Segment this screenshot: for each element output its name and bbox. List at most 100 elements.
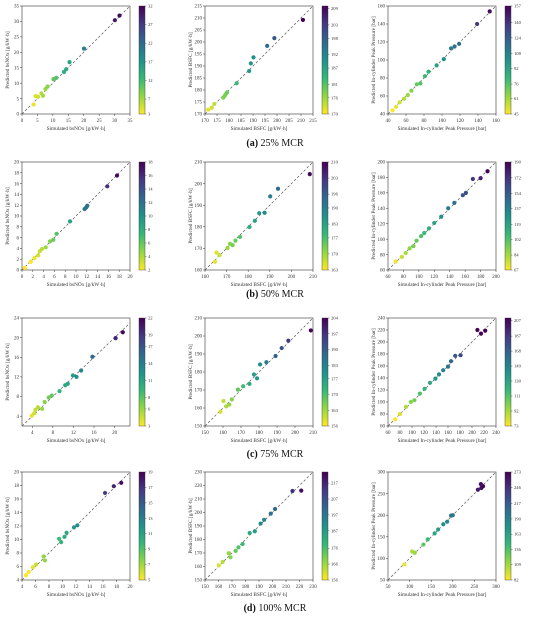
y-tick-label: 160 (195, 565, 203, 570)
data-point (49, 393, 54, 398)
y-tick-label: 200 (195, 511, 203, 516)
colorbar-tick-label: 16 (148, 173, 153, 178)
y-tick-label: 80 (380, 413, 386, 418)
y-tick-label: 240 (378, 317, 386, 322)
data-point (75, 523, 80, 528)
x-tick-label: 140 (474, 119, 482, 124)
x-tick-label: 190 (249, 119, 257, 124)
x-axis-label: Simulated In-cylinder Peak Pressure [bar… (398, 592, 487, 598)
colorbar-tick-label: 130 (514, 379, 522, 384)
x-tick-label: 12 (84, 275, 90, 280)
data-point (105, 184, 110, 189)
colorbar-tick-label: 12 (148, 200, 153, 205)
x-tick-label: 200 (449, 585, 457, 590)
x-axis-label: Simulated BSFC [g/kW·h] (231, 126, 288, 132)
y-tick-label: 220 (378, 329, 386, 334)
y-tick-label: 180 (378, 176, 386, 181)
colorbar-tick-label: 187 (514, 334, 522, 339)
y-tick-label: 10 (14, 82, 20, 87)
x-tick-label: 215 (309, 119, 317, 124)
x-axis-label: Simulated In-cylinder Peak Pressure [bar… (398, 282, 487, 288)
colorbar-tick-label: 156 (331, 578, 339, 583)
data-point (251, 55, 256, 60)
colorbar-tick-label: 217 (331, 481, 339, 486)
data-point (79, 368, 84, 373)
data-point (422, 230, 427, 236)
data-point (264, 360, 269, 365)
data-point (67, 60, 72, 65)
data-point (422, 74, 427, 79)
data-point (446, 206, 451, 211)
x-tick-label: 200 (492, 275, 500, 280)
colorbar-tick-label: 76 (514, 82, 519, 87)
colorbar-tick-label: 197 (331, 331, 339, 336)
colorbar-tick-label: 166 (331, 562, 339, 567)
colorbar-tick-label: 22 (148, 41, 153, 46)
data-point (120, 330, 125, 335)
x-axis-label: Simulated BSFC [g/kW·h] (231, 282, 288, 288)
y-tick-label: 100 (378, 238, 386, 243)
colorbar-tick-label: 108 (514, 51, 522, 56)
data-point (470, 176, 475, 182)
y-tick-label: 4 (17, 247, 20, 252)
colorbar-tick-label: 17 (148, 59, 153, 64)
colorbar-tick-label: 102 (514, 237, 522, 242)
colorbar (504, 471, 512, 581)
data-point (114, 173, 120, 178)
plot-frame (21, 317, 131, 427)
data-point (247, 381, 252, 386)
x-tick-label: 20 (128, 585, 134, 590)
data-point (448, 359, 454, 364)
y-tick-label: 2 (17, 258, 20, 263)
colorbar-tick-label: 170 (331, 251, 339, 256)
reference-line (21, 471, 131, 581)
y-tick-label: 195 (195, 53, 203, 58)
data-point (241, 384, 246, 389)
colorbar-tick-label: 61 (514, 96, 519, 101)
data-point (81, 46, 87, 51)
x-axis-label: Simulated BSFC [g/kW·h] (231, 592, 288, 598)
x-tick-label: 200 (273, 119, 281, 124)
y-tick-label: 160 (378, 5, 386, 10)
data-point (35, 94, 41, 99)
y-axis-label: Predicted BSFC [g/kW·h] (188, 188, 194, 244)
data-point (485, 169, 490, 174)
x-tick-label: 200 (269, 585, 277, 590)
y-tick-label: 0 (17, 269, 20, 274)
y-axis-label: Predicted BSFC [g/kW·h] (188, 344, 194, 400)
y-tick-label: 16 (14, 182, 20, 187)
data-point (41, 554, 46, 559)
x-tick-label: 60 (404, 119, 410, 124)
y-tick-label: 60 (380, 425, 386, 430)
x-tick-label: 8 (48, 585, 51, 590)
data-point (64, 67, 69, 72)
x-tick-label: 160 (461, 275, 469, 280)
colorbar-tick-label: 92 (514, 409, 519, 414)
data-point (436, 527, 441, 532)
data-point (39, 406, 45, 411)
colorbar-tick-label: 172 (514, 175, 522, 180)
data-point (216, 563, 221, 568)
y-tick-label: 10 (14, 538, 20, 543)
colorbar-tick-label: 27 (148, 22, 153, 27)
y-tick-label: 12 (14, 376, 20, 381)
y-tick-label: 120 (378, 222, 386, 227)
colorbar-tick-label: 18 (148, 160, 153, 165)
y-tick-label: 8 (17, 226, 20, 231)
x-tick-label: 150 (201, 431, 209, 436)
data-point (448, 46, 454, 51)
y-tick-label: 170 (195, 389, 203, 394)
colorbar-tick-label: 176 (331, 95, 339, 100)
data-point (212, 259, 218, 264)
chart-0-2: 40 60 80 100 120 140 160 40 60 80 100 120 140 160 Simu… (371, 4, 522, 133)
y-tick-label: 150 (195, 425, 203, 430)
caption-a-label: (a) (246, 138, 259, 149)
colorbar (138, 471, 146, 581)
y-axis-label: Predicted bsNOx [g/kW·h] (5, 31, 11, 89)
y-tick-label: 200 (195, 182, 203, 187)
x-tick-label: 180 (477, 275, 485, 280)
data-point (71, 525, 77, 530)
colorbar-tick-label: 8 (148, 395, 151, 400)
data-point (432, 220, 437, 226)
data-point (460, 193, 465, 198)
